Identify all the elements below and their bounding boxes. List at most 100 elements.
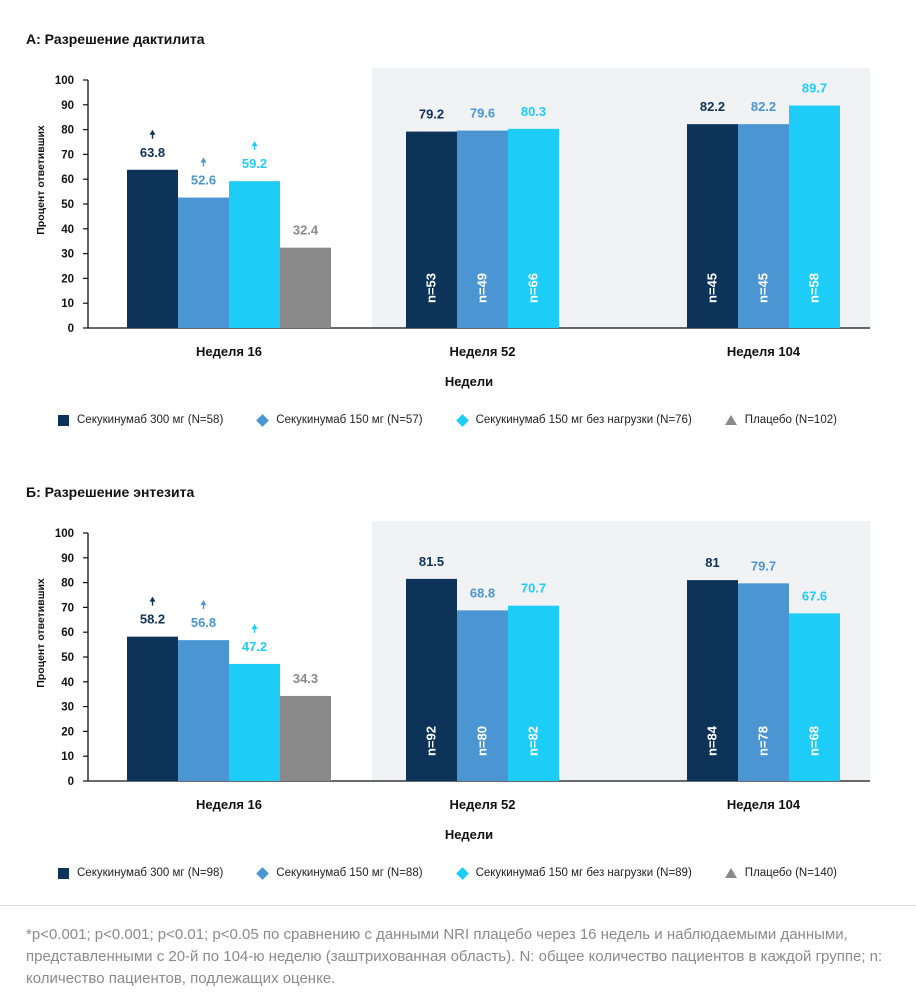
y-tick-label: 40 — [61, 224, 74, 236]
legend: Секукинумаб 300 мг (N=58) Секукинумаб 15… — [58, 413, 837, 427]
legend-label: Секукинумаб 300 мг (N=98) — [77, 867, 224, 879]
y-tick-label: 30 — [61, 249, 74, 261]
data-label: 32.4 — [293, 223, 319, 238]
legend-item-secukinumab-150-no-load: Секукинумаб 150 мг без нагрузки (N=89) — [455, 866, 692, 880]
legend-label: Плацебо (N=102) — [744, 414, 837, 426]
data-label: 56.8 — [191, 615, 216, 630]
data-label: 63.8 — [140, 145, 165, 160]
n-label: n=68 — [807, 726, 822, 756]
bar — [178, 197, 229, 328]
bar — [406, 131, 457, 328]
x-tick-label: Неделя 52 — [449, 797, 515, 812]
data-label: 59.2 — [242, 156, 267, 171]
legend-label: Секукинумаб 300 мг (N=58) — [77, 414, 224, 426]
data-label: 68.8 — [470, 585, 495, 600]
data-label: 58.2 — [140, 612, 165, 627]
y-tick-label: 10 — [61, 751, 74, 763]
chart-panel-enthesitis: Б: Разрешение энтезита 0 10 20 30 40 50 60 70 80… — [0, 453, 916, 903]
data-label: 47.2 — [242, 639, 267, 654]
y-tick-label: 0 — [68, 776, 74, 788]
legend-label: Секукинумаб 150 мг без нагрузки (N=89) — [475, 867, 692, 879]
x-axis-label: Недели — [445, 827, 493, 842]
legend-item-secukinumab-150: Секукинумаб 150 мг (N=88) — [256, 866, 423, 880]
diamond-marker-icon — [256, 413, 270, 427]
bar — [457, 130, 508, 328]
x-tick-label: Неделя 104 — [727, 344, 801, 359]
data-label: 80.3 — [521, 104, 546, 119]
significance-marker — [251, 623, 258, 629]
y-tick-label: 90 — [61, 553, 74, 565]
legend-item-secukinumab-150: Секукинумаб 150 мг (N=57) — [256, 413, 423, 427]
bar — [508, 605, 559, 781]
bar — [280, 695, 331, 781]
bar-chart-dactylitis: 0 10 20 30 40 50 60 70 80 90 100 Процент ответивших… — [35, 68, 870, 389]
n-label: n=80 — [475, 726, 490, 756]
data-label: 52.6 — [191, 173, 216, 188]
diamond-marker-icon — [256, 866, 270, 880]
n-label: n=53 — [424, 273, 439, 303]
data-label: 67.6 — [802, 588, 827, 603]
data-label: 34.3 — [293, 671, 318, 686]
y-tick-label: 50 — [61, 199, 74, 211]
bar — [178, 640, 229, 781]
legend-item-secukinumab-300: Секукинумаб 300 мг (N=98) — [58, 867, 223, 879]
n-label: n=82 — [526, 726, 541, 756]
y-tick-label: 0 — [68, 323, 74, 335]
bar — [738, 583, 789, 781]
y-tick-label: 50 — [61, 652, 74, 664]
y-tick-label: 20 — [61, 726, 74, 738]
chart-panel-dactylitis: А: Разрешение дактилита 0 10 20 30 40 50 60 70 8… — [0, 0, 916, 450]
chart-title: Б: Разрешение энтезита — [26, 484, 195, 500]
bar — [457, 610, 508, 781]
y-tick-label: 100 — [55, 528, 74, 540]
data-label: 82.2 — [700, 99, 725, 114]
y-tick-label: 60 — [61, 627, 74, 639]
x-tick-label: Неделя 52 — [449, 344, 515, 359]
bar — [789, 613, 840, 781]
x-axis-label: Недели — [445, 374, 493, 389]
n-label: n=78 — [756, 726, 771, 756]
n-label: n=49 — [475, 273, 490, 303]
chart-title: А: Разрешение дактилита — [26, 31, 205, 47]
legend-item-placebo: Плацебо (N=140) — [724, 867, 837, 879]
n-label: n=84 — [705, 725, 720, 756]
y-tick-label: 30 — [61, 702, 74, 714]
legend-item-secukinumab-150-no-load: Секукинумаб 150 мг без нагрузки (N=76) — [455, 413, 692, 427]
significance-marker — [149, 129, 156, 135]
y-tick-label: 40 — [61, 677, 74, 689]
x-tick-label: Неделя 104 — [727, 797, 801, 812]
legend: Секукинумаб 300 мг (N=98) Секукинумаб 15… — [58, 866, 837, 880]
data-label: 82.2 — [751, 99, 776, 114]
y-tick-label: 80 — [61, 125, 74, 137]
bar — [280, 247, 331, 328]
x-tick-label: Неделя 16 — [196, 344, 262, 359]
y-tick-label: 70 — [61, 602, 74, 614]
n-label: n=92 — [424, 726, 439, 756]
y-tick-label: 20 — [61, 273, 74, 285]
y-axis-label: Процент ответивших — [35, 578, 47, 688]
bar — [406, 578, 457, 781]
n-label: n=45 — [756, 273, 771, 303]
y-tick-label: 70 — [61, 149, 74, 161]
bar — [229, 181, 280, 328]
bar — [127, 636, 178, 781]
significance-marker — [251, 141, 258, 147]
data-label: 79.6 — [470, 106, 495, 121]
square-marker-icon — [58, 867, 69, 879]
data-label: 79.7 — [751, 558, 776, 573]
square-marker-icon — [58, 414, 69, 426]
bar-chart-enthesitis: 0 10 20 30 40 50 60 70 80 90 100 Процент ответивших… — [35, 521, 870, 842]
legend-label: Плацебо (N=140) — [744, 867, 837, 879]
data-label: 81.5 — [419, 554, 444, 569]
bar — [127, 169, 178, 328]
bar — [229, 663, 280, 781]
y-tick-label: 80 — [61, 578, 74, 590]
y-tick-label: 10 — [61, 298, 74, 310]
footnote: *p<0.001; p<0.001; p<0.01; p<0.05 по сра… — [0, 905, 916, 1006]
data-label: 89.7 — [802, 81, 827, 96]
legend-label: Секукинумаб 150 мг без нагрузки (N=76) — [475, 414, 692, 426]
diamond-marker-icon — [455, 413, 469, 427]
n-label: n=66 — [526, 273, 541, 303]
bar — [687, 580, 738, 781]
data-label: 79.2 — [419, 107, 444, 122]
